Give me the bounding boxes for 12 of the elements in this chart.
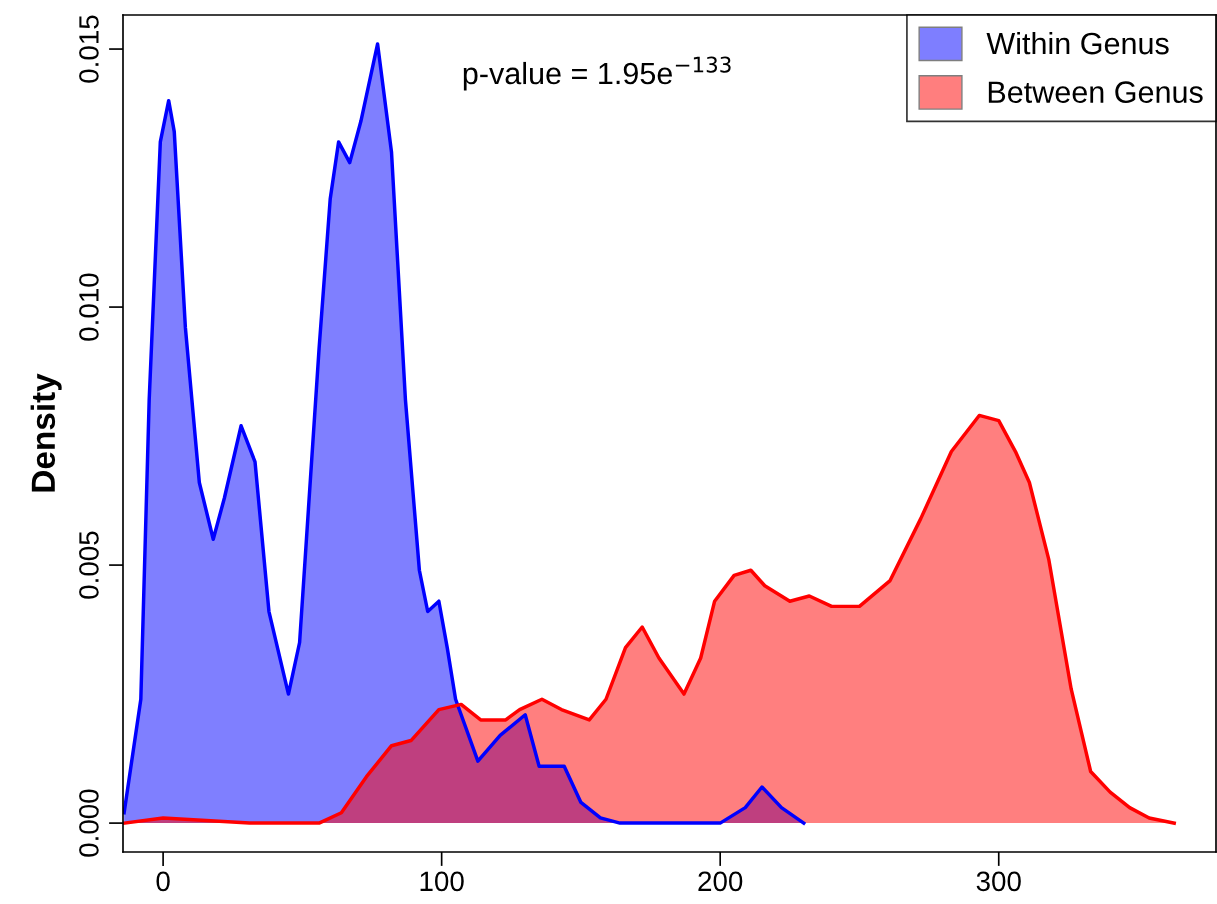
x-tick-label: 300: [976, 871, 1021, 892]
y-tick-label: 0.010: [79, 273, 99, 341]
legend-label: Within Genus: [986, 31, 1169, 55]
y-axis-title: Density: [30, 373, 62, 492]
y-tick-label: 0.000: [79, 789, 99, 857]
x-tick-label: 200: [698, 871, 743, 892]
x-tick-label: 100: [420, 871, 464, 892]
x-tick-label: 0: [156, 871, 170, 892]
legend-label: Between Genus: [988, 81, 1203, 103]
y-tick-label: 0.015: [79, 15, 99, 83]
y-tick-label: 0.005: [79, 531, 99, 599]
annotation: p-value = 1.95e$^{−133}$: [463, 56, 731, 91]
